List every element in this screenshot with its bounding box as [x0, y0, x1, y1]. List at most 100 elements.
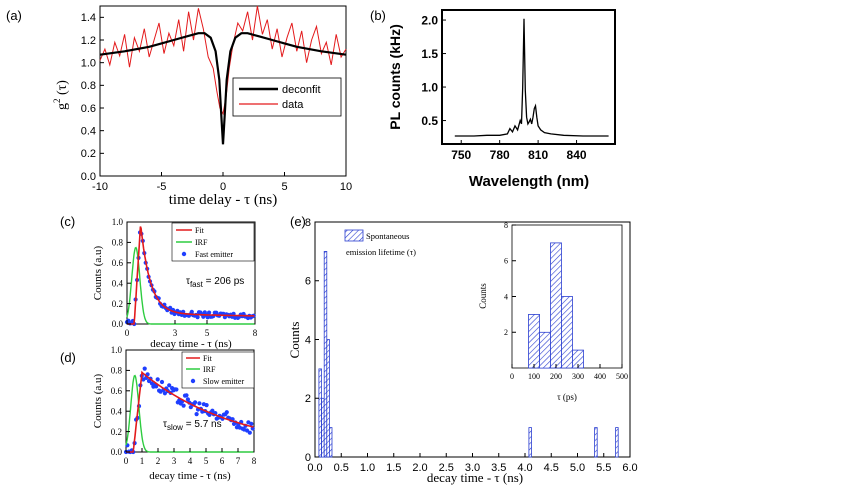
decay-data-point [154, 384, 159, 389]
decay-data-point [250, 426, 255, 431]
x-tick-label: 5 [204, 456, 209, 466]
decay-data-point [224, 410, 229, 415]
xlabel-a: time delay - τ (ns) [169, 192, 278, 208]
x-tick-label: 100 [528, 372, 540, 381]
histogram-bar [326, 339, 330, 458]
y-tick-label: 0.4 [81, 126, 96, 138]
deconfit-series-line [99, 32, 347, 145]
y-tick-label: 4 [305, 334, 311, 346]
y-tick-label: 2 [305, 393, 311, 405]
x-tick-label: 2 [156, 456, 161, 466]
x-tick-label: 5.0 [570, 462, 585, 474]
x-tick-label: 0 [125, 328, 130, 338]
x-tick-label: 0 [220, 181, 226, 193]
x-tick-label: 400 [594, 372, 606, 381]
x-tick-label: 1.5 [386, 462, 401, 474]
legend-c-points: Fast emitter [195, 250, 233, 259]
y-tick-label: 6 [504, 257, 508, 266]
y-tick-label: 1.0 [112, 217, 124, 227]
y-tick-label: 0 [305, 452, 311, 464]
y-tick-label: 2 [504, 328, 508, 337]
panel-e: (e) 0.0 0.5 1.0 1.5 2.0 2.5 3.0 3.5 4.0 4.5 5.0 5.5… [287, 214, 638, 485]
x-tick-label: 0 [510, 372, 514, 381]
x-tick-label: 200 [550, 372, 562, 381]
y-tick-label: 0.8 [111, 366, 123, 376]
y-tick-label: 1.0 [421, 80, 438, 94]
legend-d-point-swatch [190, 378, 196, 384]
inset-histogram-bar [550, 242, 562, 369]
histogram-bar [328, 427, 333, 458]
x-tick-label: 3.5 [491, 462, 506, 474]
xlabel-b: Wavelength (nm) [469, 173, 589, 190]
ylabel-b: PL counts (kHz) [387, 24, 403, 130]
y-tick-label: 0.8 [112, 238, 124, 248]
x-tick-label: 10 [340, 181, 352, 193]
histogram-bar [615, 427, 619, 458]
decay-data-point [189, 309, 194, 314]
fit-curve [127, 226, 255, 325]
panel-label-c: (c) [60, 214, 75, 229]
y-tick-label: 0.4 [112, 278, 124, 288]
legend-e-swatch [344, 229, 364, 242]
x-tick-label: 5 [205, 328, 210, 338]
x-tick-label: 780 [490, 148, 510, 162]
spectrum-line [454, 18, 609, 137]
y-tick-label: 0.2 [81, 148, 96, 160]
inset-xlabel: τ (ps) [557, 392, 577, 402]
inset-histogram-bar [539, 331, 551, 369]
panel-label-d: (d) [60, 350, 76, 365]
decay-data-point [249, 421, 254, 426]
decay-data-point [162, 391, 167, 396]
x-tick-label: 2.0 [412, 462, 427, 474]
decay-data-point [197, 401, 202, 406]
xlabel-e: decay time - τ (ns) [427, 470, 523, 485]
legend-d-irf: IRF [203, 365, 216, 374]
y-tick-label: 0.0 [112, 319, 124, 329]
legend-c-irf: IRF [195, 238, 208, 247]
y-tick-label: 2.0 [421, 13, 438, 27]
x-tick-label: 500 [616, 372, 628, 381]
decay-data-point [185, 397, 190, 402]
decay-data-point [159, 379, 165, 385]
x-tick-label: 840 [567, 148, 587, 162]
decay-data-point [142, 366, 147, 371]
panel-a: (a) -10 -5 0 5 10 0.0 0.2 0.4 0.6 0.8 1.0 1.2 1.4 d… [6, 5, 352, 208]
x-tick-label: -10 [92, 181, 108, 193]
x-tick-label: 0 [124, 456, 129, 466]
x-tick-label: 3.0 [465, 462, 480, 474]
x-tick-label: 4.5 [544, 462, 559, 474]
x-tick-label: 5.5 [596, 462, 611, 474]
panel-label-b: (b) [370, 8, 386, 23]
y-tick-label: 0.0 [81, 171, 96, 183]
annotation-c: τfast = 206 ps [186, 276, 244, 289]
x-tick-label: 7 [236, 456, 241, 466]
y-tick-label: 6 [305, 276, 311, 288]
x-tick-label: 3 [173, 328, 178, 338]
y-tick-label: 0.4 [111, 406, 123, 416]
ylabel-d: Counts (a.u) [92, 373, 104, 428]
y-tick-label: 8 [504, 221, 508, 230]
x-tick-label: 1 [140, 456, 145, 466]
decay-data-point [174, 387, 179, 392]
x-tick-label: 8 [252, 456, 257, 466]
panel-d: (d) 0 1 2 3 4 5 6 7 8 0.0 0.2 0.4 0.6 0.8 1.0 Fit IRF… [60, 345, 257, 482]
y-tick-label: 0.2 [112, 299, 123, 309]
x-tick-label: 0.0 [307, 462, 322, 474]
x-tick-label: 6.0 [622, 462, 637, 474]
x-tick-label: 1.0 [360, 462, 375, 474]
y-tick-label: 1.4 [81, 12, 96, 24]
y-tick-label: 8 [305, 217, 311, 229]
y-tick-label: 1.5 [421, 47, 438, 61]
legend-e-line1: Spontaneous [366, 231, 409, 241]
xlabel-d: decay time - τ (ns) [149, 470, 231, 482]
decay-data-point [207, 310, 212, 315]
panel-label-a: (a) [6, 8, 22, 23]
decay-data-point [155, 377, 160, 382]
y-tick-label: 0.8 [81, 80, 96, 92]
ylabel-a: g2 (τ) [52, 80, 70, 110]
y-tick-label: 0.5 [421, 114, 438, 128]
x-tick-label: 750 [451, 148, 471, 162]
y-tick-label: 0.6 [112, 258, 124, 268]
decay-data-point [167, 383, 172, 388]
